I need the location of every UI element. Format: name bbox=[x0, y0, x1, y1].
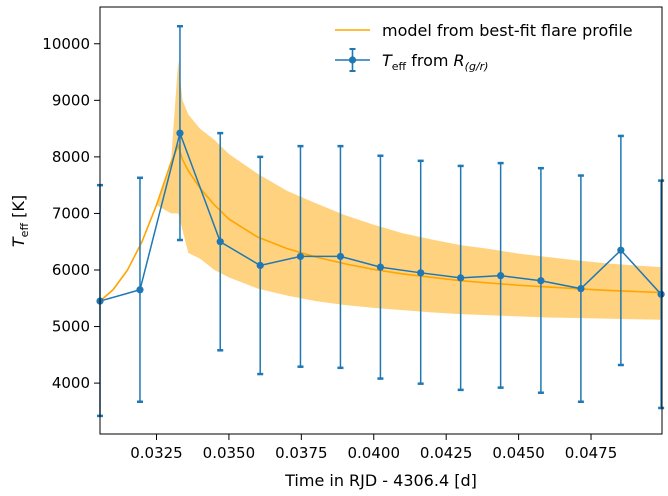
x-tick-label: 0.0400 bbox=[348, 444, 401, 462]
teff-data-point bbox=[577, 285, 585, 293]
x-tick-label: 0.0475 bbox=[565, 444, 618, 462]
model-uncertainty-band-layer bbox=[100, 60, 662, 320]
y-axis-label: Teff [K] bbox=[9, 195, 31, 247]
x-tick-label: 0.0350 bbox=[203, 444, 256, 462]
y-axis: 4000 5000 6000 7000 8000 9000 10000 bbox=[42, 35, 100, 392]
y-tick-label: 6000 bbox=[52, 261, 90, 279]
legend-model-label: model from best-fit flare profile bbox=[382, 21, 633, 40]
legend-teff-label: Teff from R(g/r) bbox=[382, 51, 488, 73]
model-uncertainty-band bbox=[100, 60, 662, 320]
teff-data-point bbox=[537, 277, 545, 285]
teff-data-point bbox=[256, 261, 264, 270]
teff-data-point bbox=[497, 272, 505, 280]
teff-data-point bbox=[296, 252, 305, 261]
plot-frame bbox=[99, 6, 663, 435]
teff-data-point bbox=[417, 269, 425, 277]
model-line bbox=[100, 143, 662, 302]
teff-data-point bbox=[657, 290, 665, 298]
y-tick-label: 5000 bbox=[52, 318, 90, 336]
x-tick-label: 0.0425 bbox=[420, 444, 473, 462]
teff-data-point bbox=[376, 263, 385, 271]
teff-data-point bbox=[336, 252, 345, 261]
legend: model from best-fit flare profile Teff f… bbox=[335, 21, 633, 73]
y-tick-label: 4000 bbox=[52, 374, 90, 392]
x-tick-label: 0.0375 bbox=[275, 444, 328, 462]
teff-data-point bbox=[136, 286, 144, 294]
y-tick-label: 9000 bbox=[52, 91, 90, 109]
x-tick-label: 0.0450 bbox=[492, 444, 545, 462]
errorbar-layer bbox=[96, 24, 665, 418]
y-tick-label: 8000 bbox=[52, 148, 90, 166]
y-tick-label: 7000 bbox=[52, 204, 90, 222]
teff-data-point bbox=[216, 238, 224, 246]
x-axis-label: Time in RJD - 4306.4 [d] bbox=[284, 471, 477, 490]
model-line-layer bbox=[100, 143, 662, 302]
x-tick-label: 0.0325 bbox=[130, 444, 183, 462]
y-tick-label: 10000 bbox=[42, 35, 90, 53]
teff-data-point bbox=[176, 129, 184, 137]
teff-data-point bbox=[457, 274, 465, 282]
x-axis: 0.0325 0.0350 0.0375 0.0400 0.0425 0.0450 0.04… bbox=[130, 434, 617, 462]
legend-teff-swatch-marker bbox=[348, 56, 357, 64]
teff-data-point bbox=[617, 246, 625, 254]
